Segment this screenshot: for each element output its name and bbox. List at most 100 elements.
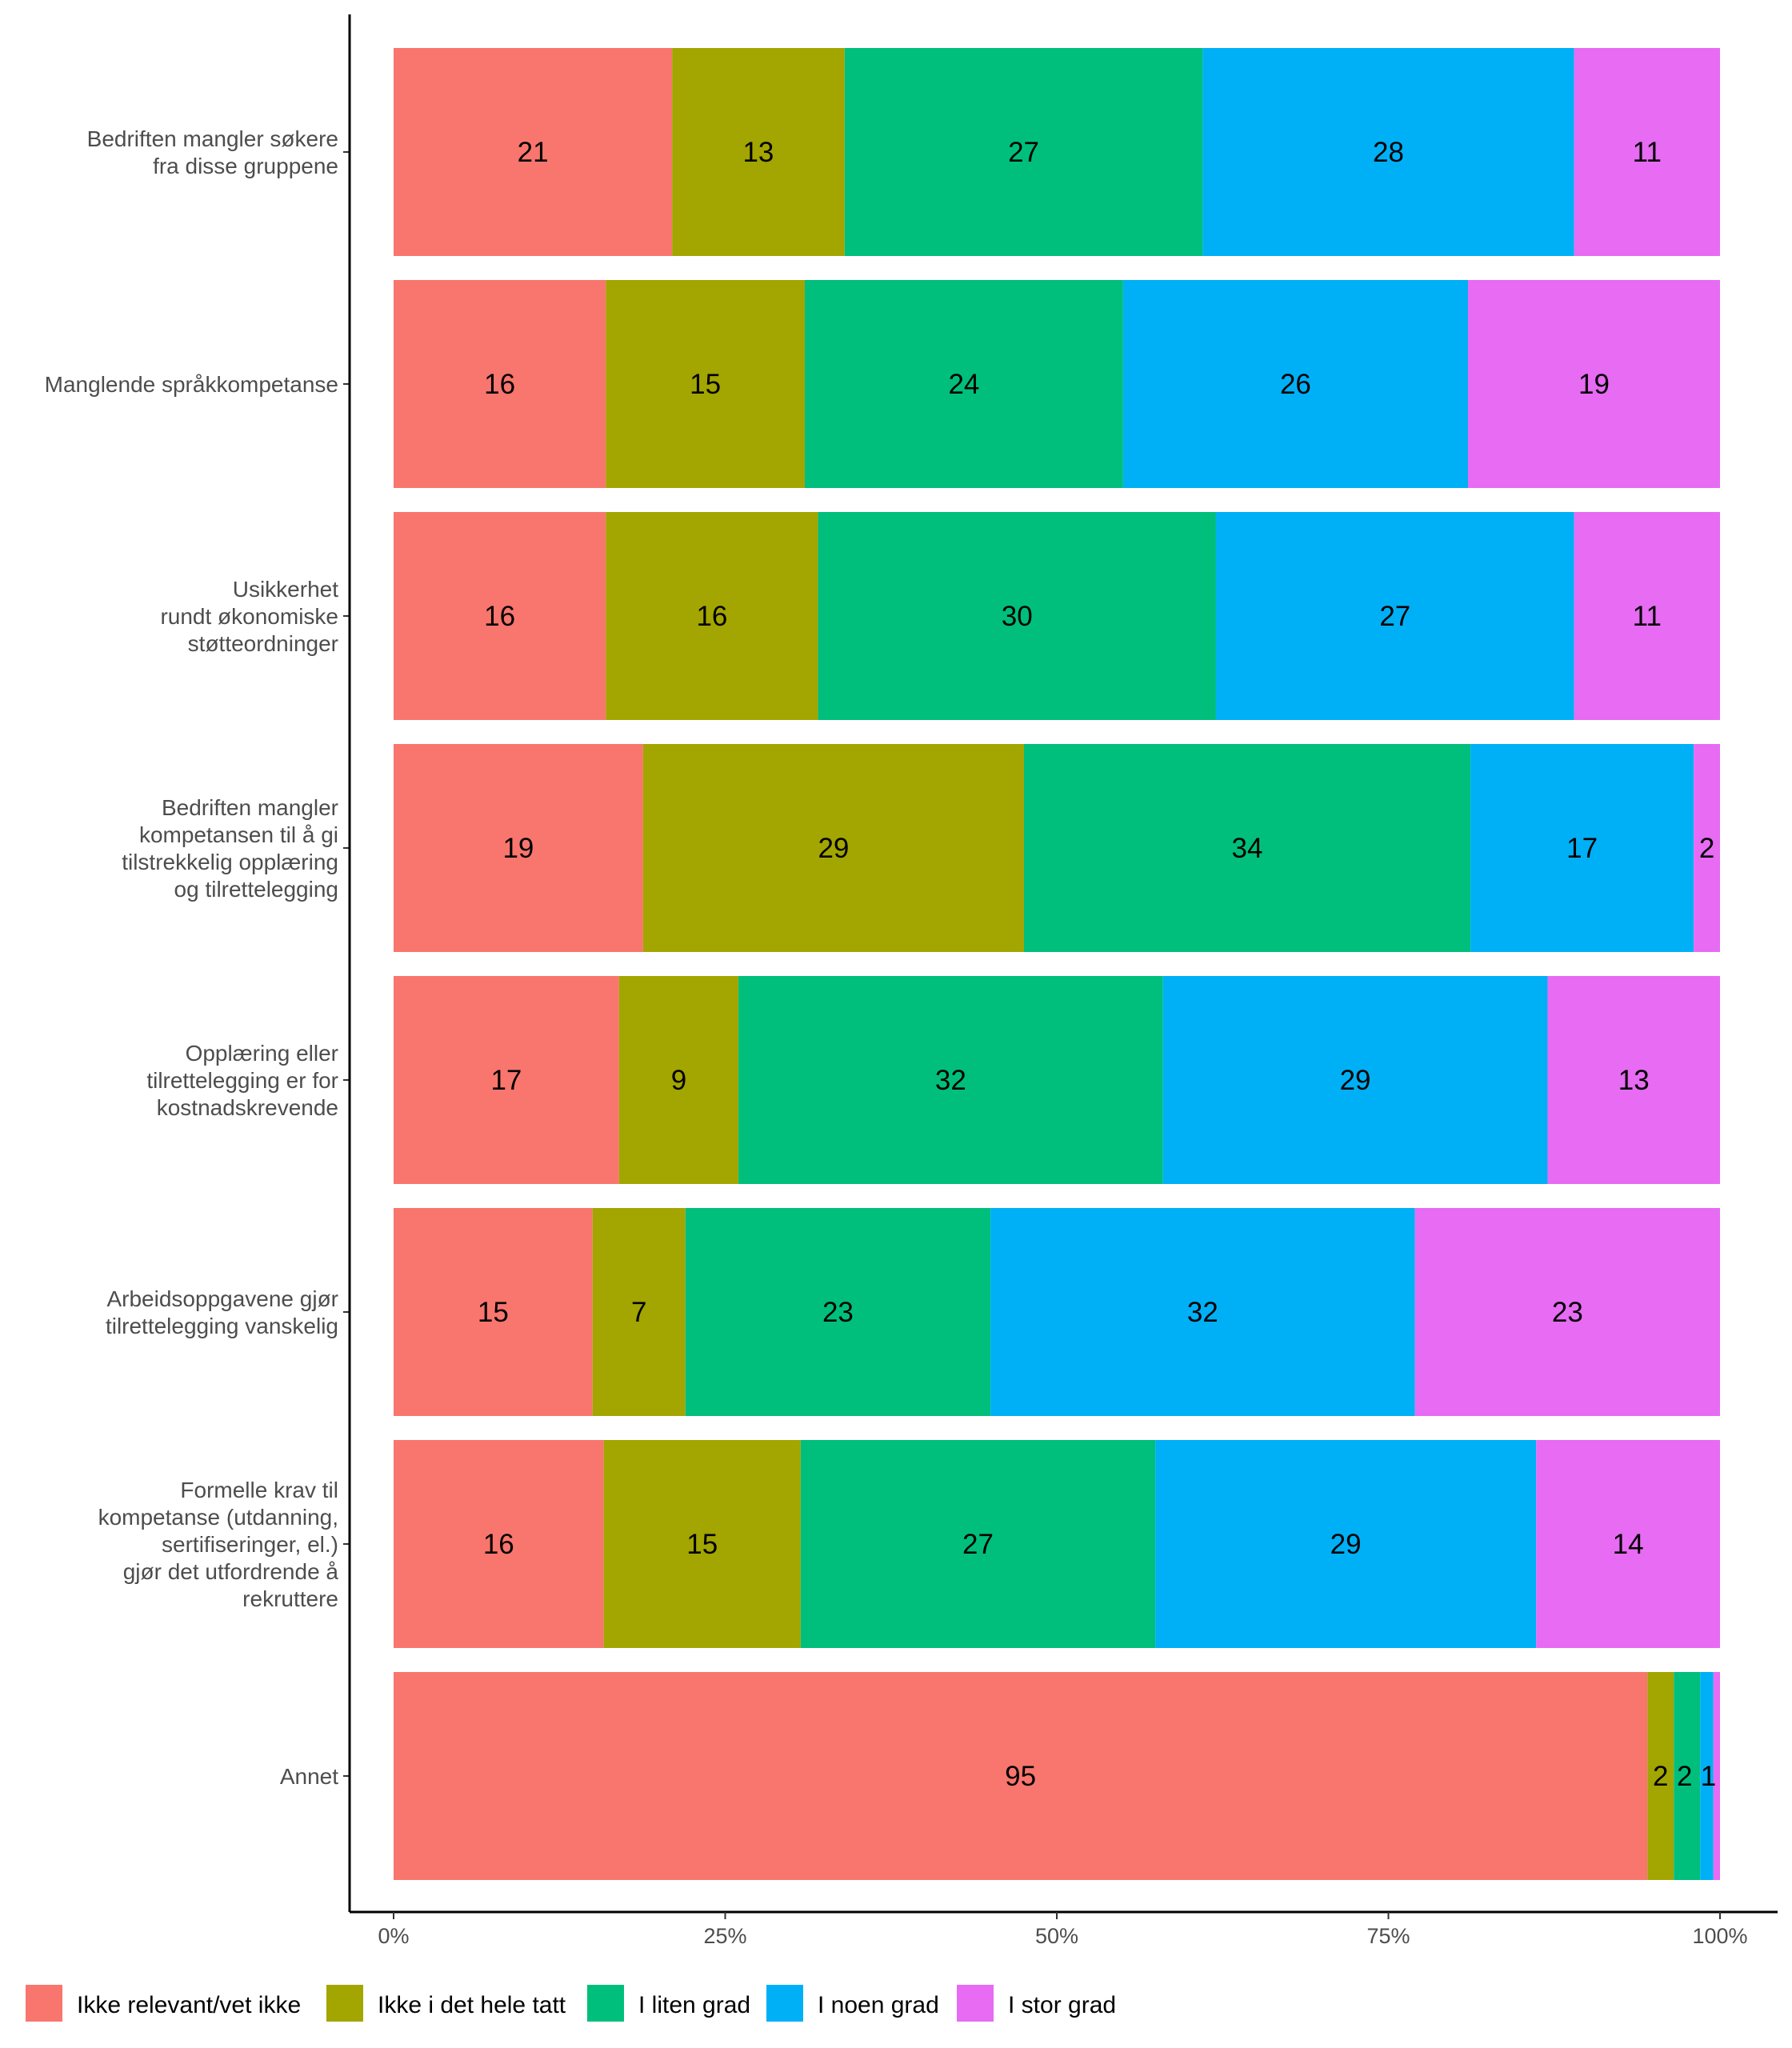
bar-segment [1674, 1672, 1701, 1880]
data-label: 95 [1005, 1761, 1036, 1792]
bar-segment [1470, 744, 1694, 952]
data-label: 27 [962, 1529, 994, 1560]
bar-segment [844, 48, 1203, 256]
legend-swatch [587, 1985, 624, 2022]
legend-label: I stor grad [1008, 1992, 1116, 2018]
legend-label: I noen grad [818, 1992, 939, 2018]
data-label: 15 [478, 1297, 509, 1328]
x-tick-label: 75% [1366, 1924, 1410, 1948]
data-label: 11 [1633, 137, 1662, 168]
category-labels-layer: Bedriften mangler søkere fra disse gruppe… [45, 126, 339, 1789]
bar-segment [394, 512, 606, 720]
data-label: 16 [484, 601, 515, 632]
category-label: Usikkerhet rundt økonomiske støtteordninge… [160, 577, 338, 656]
bar-segment [1574, 512, 1720, 720]
data-label: 34 [1232, 833, 1263, 864]
bar-segment [606, 512, 818, 720]
data-label: 2 [1677, 1761, 1692, 1792]
bar-segment [990, 1208, 1415, 1416]
bar-segment [672, 48, 845, 256]
bar-segment [1713, 1672, 1720, 1880]
data-label: 29 [818, 833, 849, 864]
data-label: 19 [502, 833, 534, 864]
data-label: 11 [1633, 601, 1662, 632]
data-label: 21 [518, 137, 549, 168]
bar-segment [1162, 976, 1548, 1184]
data-label: 2 [1653, 1761, 1668, 1792]
category-label: Bedriften mangler kompetansen til å gi til… [122, 795, 338, 902]
bar-segment [804, 280, 1123, 488]
x-tick-label: 25% [703, 1924, 746, 1948]
data-label: 32 [1187, 1297, 1218, 1328]
data-label: 1 [1701, 1761, 1716, 1792]
bar-segment [592, 1208, 686, 1416]
data-label: 19 [1578, 369, 1610, 400]
bar-segment [1202, 48, 1574, 256]
x-tick-label: 50% [1035, 1924, 1078, 1948]
data-label: 23 [822, 1297, 854, 1328]
data-label: 16 [484, 369, 515, 400]
bar-segment [818, 512, 1216, 720]
bar-segment [618, 976, 739, 1184]
axes-layer: 0% 25% 50% 75% 100% [343, 14, 1778, 1948]
data-label: 13 [1618, 1065, 1650, 1096]
bar-segment [1122, 280, 1468, 488]
bar-segment [394, 1440, 604, 1648]
category-label: Annet [280, 1764, 338, 1789]
bar-segment [394, 1672, 1648, 1880]
bar-segment [642, 744, 1024, 952]
bar-segment [394, 48, 673, 256]
bar-segment [800, 1440, 1156, 1648]
data-label: 7 [631, 1297, 646, 1328]
data-label: 24 [948, 369, 979, 400]
data-label: 15 [686, 1529, 718, 1560]
x-tick-label: 100% [1692, 1924, 1747, 1948]
data-label: 26 [1280, 369, 1311, 400]
data-label: 29 [1330, 1529, 1362, 1560]
data-label: 30 [1002, 601, 1033, 632]
bar-segment [1700, 1672, 1714, 1880]
bar-segment [1023, 744, 1471, 952]
data-label: 16 [483, 1529, 514, 1560]
bar-segment [394, 744, 643, 952]
legend-swatch [766, 1985, 803, 2022]
bar-segment [1155, 1440, 1537, 1648]
data-label: 32 [935, 1065, 966, 1096]
bar-segment [1694, 744, 1720, 952]
category-label: Bedriften mangler søkere fra disse gruppe… [87, 126, 338, 178]
bar-segment [1215, 512, 1574, 720]
data-label: 27 [1379, 601, 1410, 632]
bar-segment [1547, 976, 1720, 1184]
legend-swatch [326, 1985, 363, 2022]
data-label: 15 [690, 369, 721, 400]
bar-segment [394, 1208, 593, 1416]
bar-segment [1467, 280, 1720, 488]
bar-segment [394, 976, 619, 1184]
legend-label: Ikke i det hele tatt [378, 1992, 566, 2018]
data-label: 17 [490, 1065, 522, 1096]
bar-segment [685, 1208, 991, 1416]
data-label: 14 [1613, 1529, 1644, 1560]
bars-layer [394, 48, 1720, 1880]
data-label: 17 [1566, 833, 1598, 864]
bar-segment [1647, 1672, 1674, 1880]
data-label: 13 [742, 137, 774, 168]
category-label: Formelle krav til kompetanse (utdanning, s… [98, 1478, 339, 1611]
bar-segment [738, 976, 1163, 1184]
legend: Ikke relevant/vet ikke Ikke i det hele ta… [26, 1985, 1116, 2022]
category-label: Manglende språkkompetanse [45, 372, 338, 397]
data-label: 23 [1552, 1297, 1583, 1328]
data-label: 28 [1373, 137, 1404, 168]
legend-swatch [26, 1985, 62, 2022]
data-label: 29 [1340, 1065, 1371, 1096]
bar-segment [1536, 1440, 1720, 1648]
legend-swatch [957, 1985, 994, 2022]
bar-segment [1574, 48, 1720, 256]
bar-segment [394, 280, 606, 488]
bar-segment [1414, 1208, 1720, 1416]
data-label: 27 [1008, 137, 1039, 168]
data-label: 2 [1699, 833, 1714, 864]
data-label: 16 [696, 601, 727, 632]
